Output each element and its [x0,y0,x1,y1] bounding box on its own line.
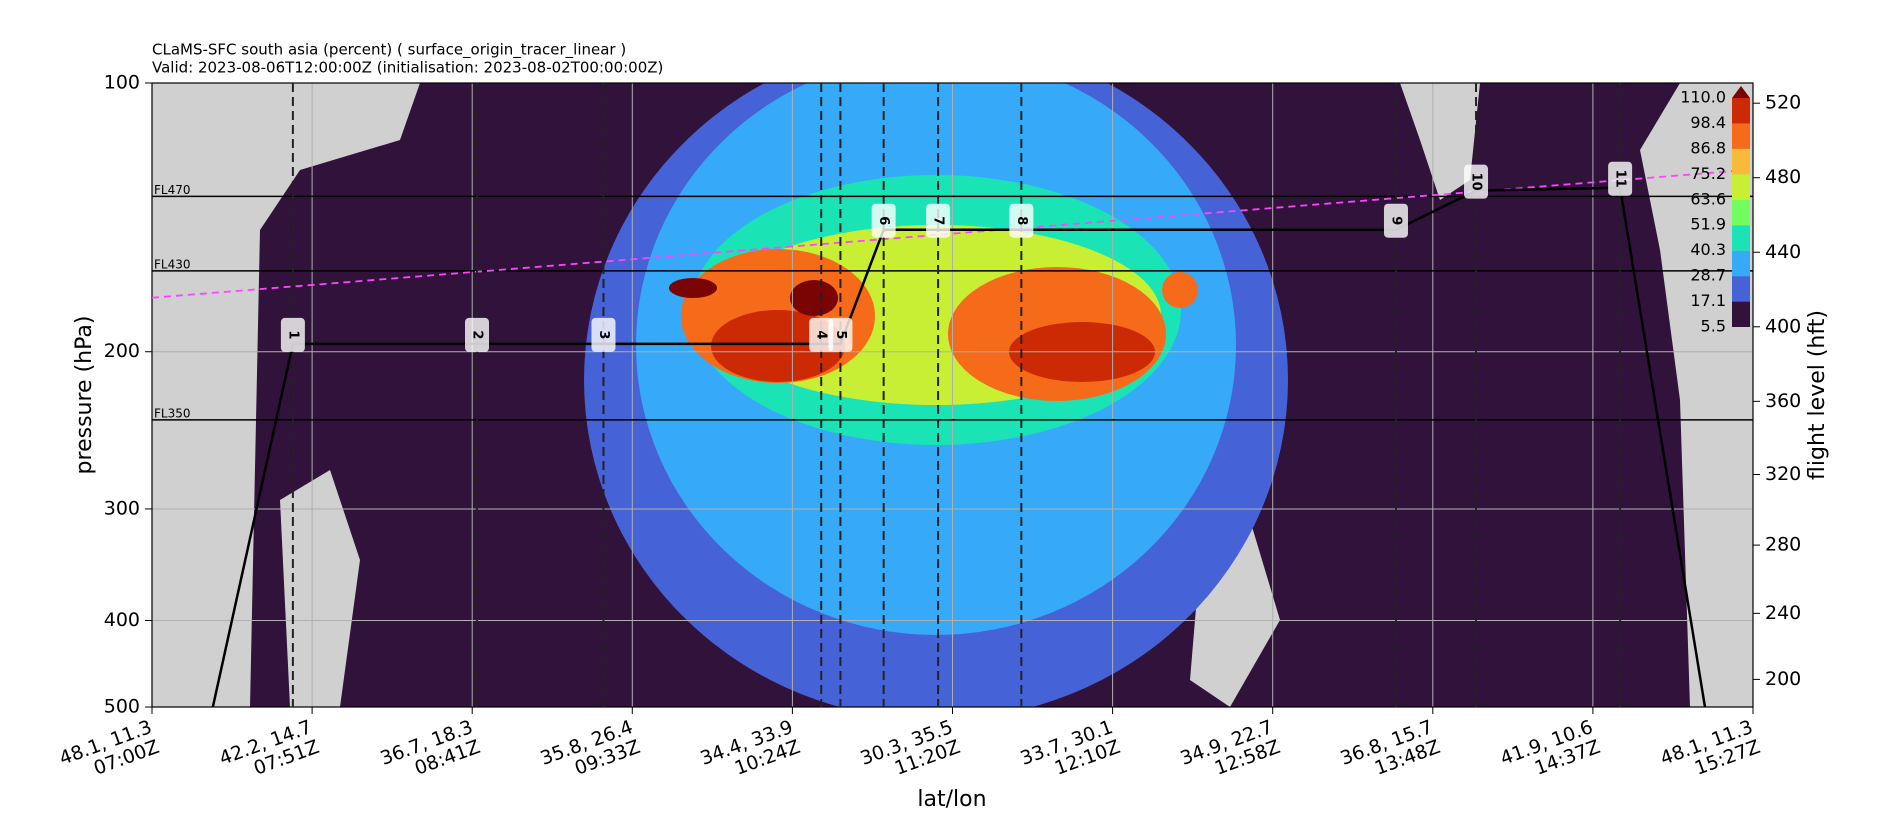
colorbar-band [1732,123,1750,149]
waypoint-marker [809,317,834,352]
y-tick-label: 500 [104,696,140,718]
waypoint-marker [465,317,490,352]
colorbar-label: 51.9 [1690,215,1726,234]
flight-level-label: FL430 [154,257,191,271]
colorbar-label: 110.0 [1680,88,1726,107]
flight-level-label: FL350 [154,406,191,420]
colorbar-band [1732,301,1750,327]
y2-tick-label: 440 [1765,241,1801,263]
field-region [1640,83,1753,707]
waypoint-label: 2 [470,330,485,339]
field-region [669,278,717,298]
y2-tick-label: 320 [1765,463,1801,485]
colorbar-over [1732,86,1750,98]
colorbar-band [1732,276,1750,302]
waypoint-label: 3 [596,330,611,339]
colorbar-under [1732,327,1750,339]
y2-tick-label: 280 [1765,534,1801,556]
colorbar-label: 98.4 [1690,113,1726,132]
waypoint-label: 5 [833,330,848,339]
y-tick-label: 400 [104,609,140,631]
y2-tick-label: 360 [1765,390,1801,412]
colorbar-band [1732,174,1750,200]
y-tick-label: 200 [104,340,140,362]
flight-level-label: FL470 [154,183,191,197]
waypoint-marker [1464,164,1489,199]
chart-title: CLaMS-SFC south asia (percent) ( surface… [152,41,626,60]
waypoint-marker [1009,203,1034,238]
waypoint-label: 8 [1014,216,1029,225]
field-region [1162,272,1198,308]
waypoint-marker [926,203,951,238]
waypoint-label: 6 [876,216,891,225]
field-region [152,83,420,707]
waypoint-marker [871,203,896,238]
y2-tick-label: 200 [1765,668,1801,690]
y2-axis-label: flight level (hft) [1805,310,1830,480]
waypoint-marker [280,317,305,352]
colorbar-label: 28.7 [1690,266,1726,285]
colorbar-label: 40.3 [1690,240,1726,259]
colorbar-band [1732,148,1750,175]
waypoint-marker [591,317,616,352]
field-region [1400,83,1480,200]
waypoint-marker [828,317,853,352]
y-tick-label: 100 [104,72,140,94]
colorbar-label: 5.5 [1701,317,1726,336]
colorbar-band [1732,199,1750,226]
waypoint-label: 7 [931,216,946,225]
colorbar-label: 75.2 [1690,164,1726,183]
waypoint-label: 10 [1469,173,1484,191]
colorbar-label: 86.8 [1690,138,1726,157]
y2-tick-label: 480 [1765,166,1801,188]
waypoint-label: 4 [814,330,829,339]
colorbar-band [1732,225,1750,251]
waypoint-label: 1 [285,330,300,339]
colorbar-band [1732,98,1750,124]
y-axis-label: pressure (hPa) [72,316,97,475]
y2-tick-label: 240 [1765,602,1801,624]
colorbar-label: 63.6 [1690,189,1726,208]
y-tick-label: 300 [104,497,140,519]
colorbar-label: 17.1 [1690,291,1726,310]
field-region [790,280,838,316]
x-axis-label: lat/lon [917,787,986,812]
chart-subtitle: Valid: 2023-08-06T12:00:00Z (initialisat… [152,59,663,77]
waypoint-label: 9 [1388,216,1403,225]
y2-tick-label: 400 [1765,315,1801,337]
field-region [280,470,360,707]
waypoint-marker [1608,161,1633,196]
waypoint-label: 11 [1613,170,1628,188]
waypoint-marker [1383,203,1408,238]
colorbar-band [1732,250,1750,277]
y2-tick-label: 520 [1765,92,1801,114]
